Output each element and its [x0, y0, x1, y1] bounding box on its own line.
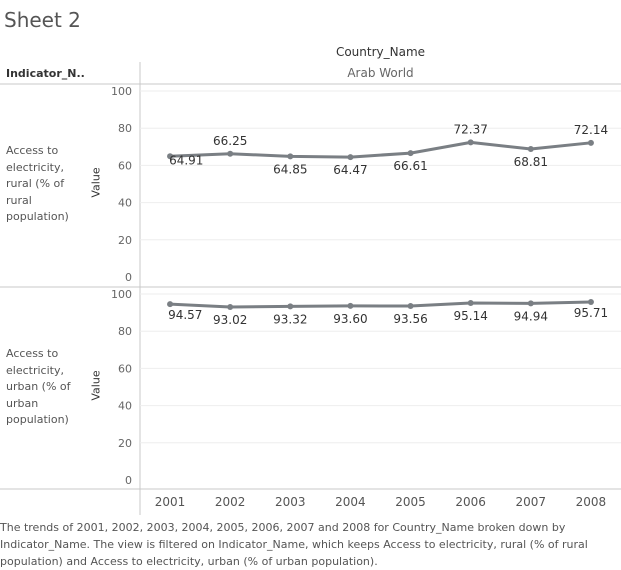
x-tick-label: 2007	[516, 495, 547, 509]
y-tick-label: 60	[118, 362, 132, 375]
data-label: 64.47	[333, 163, 367, 177]
y-tick-label: 40	[118, 197, 132, 210]
data-point	[347, 154, 354, 161]
row-label-line: electricity,	[6, 363, 64, 377]
column-header-name[interactable]: Country_Name	[335, 45, 426, 59]
data-point	[287, 153, 294, 160]
line-chart: 0 20 40 60 80 100 64.91 66.25 64.85 64.47 66.61 72.…	[0, 62, 621, 515]
row-label-line: electricity,	[6, 160, 64, 174]
sheet-title: Sheet 2	[4, 8, 81, 32]
x-tick-label: 2006	[455, 495, 486, 509]
data-point	[347, 302, 354, 309]
y-tick-label: 20	[118, 234, 132, 247]
data-point	[227, 150, 234, 157]
data-label: 94.57	[168, 308, 202, 322]
y-tick-label: 80	[118, 122, 132, 135]
y-tick-label: 20	[118, 437, 132, 450]
data-point	[467, 139, 474, 146]
y-tick-label: 80	[118, 325, 132, 338]
row-label-line: population)	[6, 210, 69, 223]
y-tick-label: 100	[111, 85, 132, 98]
y-tick-label: 40	[118, 400, 132, 413]
y-tick-label: 0	[125, 271, 132, 284]
y-tick-label: 100	[111, 288, 132, 301]
data-label: 64.85	[273, 162, 307, 176]
data-label: 95.71	[574, 306, 608, 320]
series-line	[169, 300, 591, 309]
data-label: 93.60	[333, 312, 367, 326]
row-label-line: population)	[6, 413, 69, 426]
row-label-line: Access to	[6, 144, 59, 157]
data-label: 64.91	[169, 153, 203, 167]
data-point	[527, 146, 534, 153]
data-label: 68.81	[514, 155, 548, 169]
row-label-rural[interactable]: Access to electricity, rural (% of rural…	[6, 143, 69, 226]
data-label: 94.94	[514, 309, 548, 323]
row-label-line: Access to	[6, 347, 59, 360]
x-tick-label: 2008	[576, 495, 607, 509]
data-label: 72.37	[454, 122, 488, 136]
column-header-value[interactable]: Arab World	[347, 66, 414, 80]
data-point	[467, 300, 474, 307]
data-point	[227, 303, 234, 310]
data-point	[587, 298, 594, 305]
data-label: 66.61	[393, 159, 427, 173]
data-label: 95.14	[454, 309, 488, 323]
row-label-line: urban (% of	[6, 380, 71, 393]
x-tick-label: 2004	[335, 495, 366, 509]
data-label: 93.32	[273, 312, 307, 326]
data-label: 72.14	[574, 123, 608, 137]
x-tick-label: 2001	[155, 495, 186, 509]
data-point	[407, 150, 414, 157]
data-point	[407, 302, 414, 309]
data-label: 93.02	[213, 313, 247, 327]
series-line	[170, 140, 592, 159]
row-header[interactable]: Indicator_N..	[6, 67, 85, 80]
data-label: 66.25	[213, 134, 247, 148]
data-point	[587, 139, 594, 146]
data-point	[527, 300, 534, 307]
data-point	[167, 153, 174, 160]
row-label-line: rural (% of	[6, 177, 65, 190]
row-label-urban[interactable]: Access to electricity, urban (% of urban…	[6, 346, 71, 429]
x-tick-label: 2002	[215, 495, 246, 509]
row-label-line: rural	[6, 193, 32, 207]
data-point	[287, 303, 294, 310]
row-label-line: urban	[6, 396, 39, 410]
x-tick-label: 2005	[395, 495, 426, 509]
y-tick-label: 0	[125, 474, 132, 487]
data-point	[167, 301, 174, 308]
data-label: 93.56	[393, 312, 427, 326]
x-tick-label: 2003	[275, 495, 306, 509]
y-tick-label: 60	[118, 159, 132, 172]
caption: The trends of 2001, 2002, 2003, 2004, 20…	[0, 521, 588, 568]
